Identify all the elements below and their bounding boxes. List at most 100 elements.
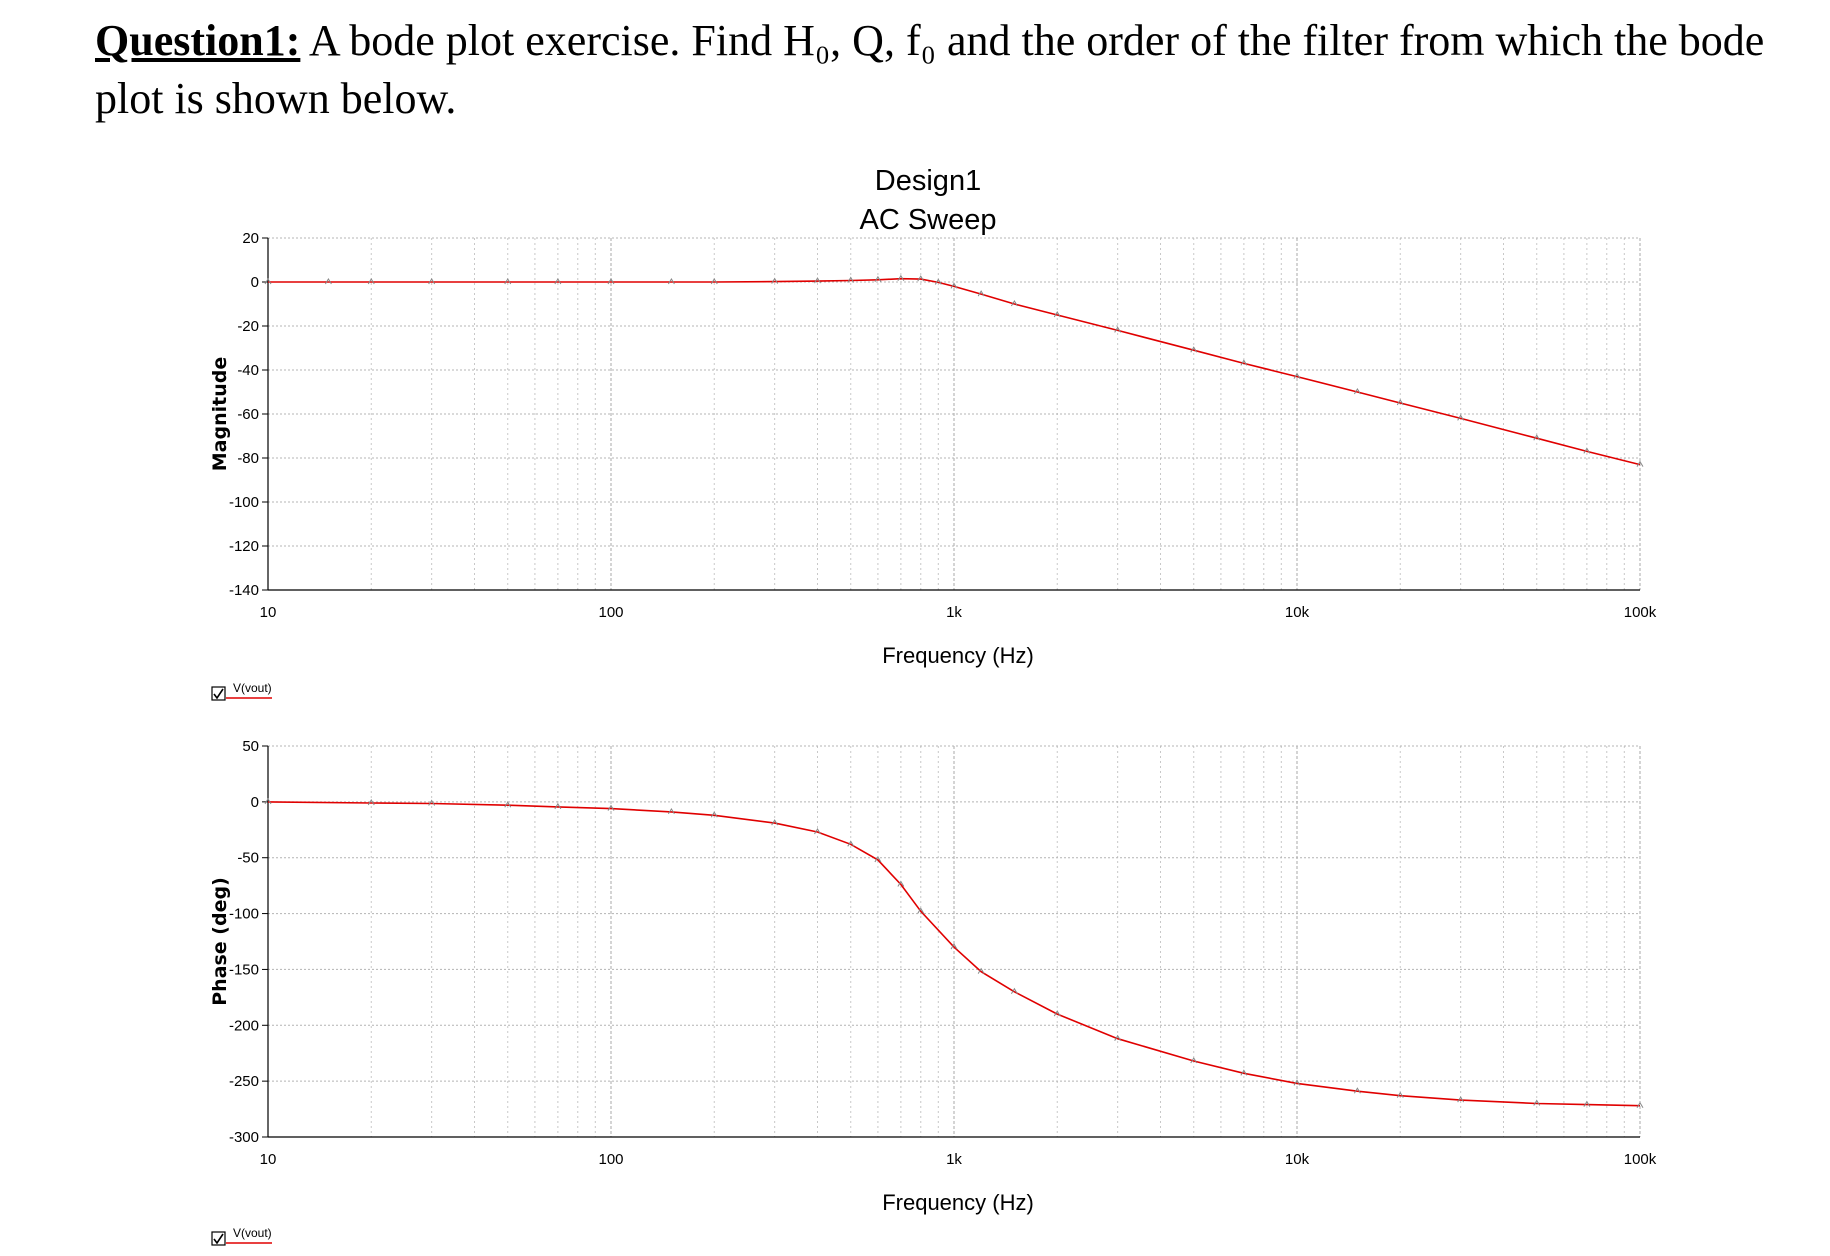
phase-panel: 10 100 1k 10k 100k 50 0 -50 -100 -150 -200 -250 -300… bbox=[209, 738, 1657, 1246]
data-point-marker bbox=[814, 277, 821, 284]
y-tick-label: -100 bbox=[229, 494, 259, 511]
data-point-marker bbox=[710, 811, 718, 818]
data-point-marker bbox=[771, 819, 779, 826]
data-point-marker bbox=[1190, 1057, 1198, 1064]
y-tick-label: -200 bbox=[229, 1017, 259, 1034]
y-tick-label: -100 bbox=[229, 906, 259, 923]
data-point-marker bbox=[1396, 1091, 1404, 1098]
data-point-marker bbox=[1010, 987, 1018, 995]
data-point-marker bbox=[1583, 447, 1591, 454]
data-point-marker bbox=[950, 282, 958, 289]
data-point-marker bbox=[1396, 399, 1404, 406]
x-tick-label: 1k bbox=[946, 604, 962, 621]
series-line bbox=[267, 801, 1641, 1107]
y-tick-label: 50 bbox=[242, 738, 259, 755]
data-point-marker bbox=[1636, 1101, 1644, 1108]
data-point-marker bbox=[1533, 1099, 1541, 1106]
y-tick-label: -50 bbox=[237, 850, 259, 867]
data-point-marker bbox=[1293, 372, 1301, 379]
data-point-marker bbox=[1583, 1100, 1591, 1107]
legend-label: V(vout) bbox=[233, 1226, 272, 1240]
data-point-marker bbox=[1240, 359, 1248, 366]
data-point-marker bbox=[607, 804, 615, 811]
y-tick-label: 0 bbox=[251, 274, 259, 291]
x-axis-label: Frequency (Hz) bbox=[882, 643, 1034, 668]
y-tick-label: -140 bbox=[229, 582, 259, 599]
data-point-marker bbox=[934, 278, 942, 285]
y-tick-label: -300 bbox=[229, 1129, 259, 1146]
data-point-marker bbox=[264, 278, 272, 285]
data-point-marker bbox=[977, 290, 985, 297]
data-point-marker bbox=[771, 277, 779, 284]
x-tick-label: 100 bbox=[598, 1151, 623, 1168]
data-point-marker bbox=[1636, 460, 1644, 467]
x-tick-label: 10 bbox=[260, 1151, 277, 1168]
y-tick-label: -80 bbox=[237, 450, 259, 467]
data-point-marker bbox=[847, 276, 855, 283]
data-point-marker bbox=[1190, 346, 1198, 353]
data-point-marker bbox=[897, 274, 905, 281]
y-tick-label: -250 bbox=[229, 1073, 259, 1090]
question-label: Question1: bbox=[95, 16, 301, 65]
y-tick-label: -120 bbox=[229, 538, 259, 555]
data-point-marker bbox=[1533, 434, 1541, 441]
data-point-marker bbox=[554, 802, 562, 810]
data-point-marker bbox=[367, 799, 375, 806]
y-tick-label: -40 bbox=[237, 362, 259, 379]
x-tick-label: 100 bbox=[598, 604, 623, 621]
data-point-marker bbox=[1053, 311, 1061, 318]
data-point-marker bbox=[367, 278, 375, 285]
data-point-marker bbox=[917, 907, 925, 914]
x-tick-label: 100k bbox=[1624, 604, 1657, 621]
data-point-marker bbox=[1010, 300, 1018, 307]
data-point-marker bbox=[874, 855, 882, 863]
data-point-marker bbox=[1457, 414, 1465, 421]
question-text: Question1: A bode plot exercise. Find H₀… bbox=[95, 12, 1775, 128]
magnitude-panel: 10 100 1k 10k 100k 20 0 -20 -40 -60 -80 -100 -120 -14… bbox=[209, 230, 1657, 701]
data-point-marker bbox=[917, 275, 925, 282]
legend-checkbox[interactable] bbox=[211, 1231, 226, 1246]
data-point-marker bbox=[667, 278, 675, 285]
data-point-marker bbox=[1293, 1079, 1301, 1086]
y-tick-label: -60 bbox=[237, 406, 259, 423]
data-point-marker bbox=[897, 880, 905, 887]
data-point-marker bbox=[1114, 1034, 1122, 1041]
x-tick-label: 1k bbox=[946, 1151, 962, 1168]
y-tick-label: -150 bbox=[229, 961, 259, 978]
legend-checkbox[interactable] bbox=[211, 686, 226, 701]
data-point-marker bbox=[1353, 388, 1361, 395]
data-point-marker bbox=[814, 828, 821, 835]
check-icon bbox=[213, 1233, 224, 1245]
legend-label: V(vout) bbox=[233, 681, 272, 695]
data-point-marker bbox=[950, 943, 958, 950]
x-tick-label: 10k bbox=[1285, 604, 1310, 621]
data-point-marker bbox=[1053, 1010, 1061, 1017]
data-point-marker bbox=[847, 840, 855, 847]
data-point-marker bbox=[977, 967, 985, 974]
y-axis-label: Phase (deg) bbox=[209, 877, 231, 1006]
data-point-marker bbox=[1457, 1096, 1465, 1103]
data-point-marker bbox=[710, 278, 718, 285]
data-point-marker bbox=[607, 278, 615, 285]
data-point-marker bbox=[554, 278, 562, 285]
data-point-marker bbox=[1353, 1087, 1361, 1094]
data-point-marker bbox=[1240, 1069, 1248, 1076]
data-point-marker bbox=[428, 278, 436, 285]
y-tick-label: 20 bbox=[242, 230, 259, 247]
data-point-marker bbox=[428, 799, 436, 806]
data-point-marker bbox=[1114, 326, 1122, 333]
series-line bbox=[268, 277, 1641, 466]
check-icon bbox=[213, 688, 224, 700]
y-tick-label: 0 bbox=[251, 794, 259, 811]
x-tick-label: 10k bbox=[1285, 1151, 1310, 1168]
x-tick-label: 100k bbox=[1624, 1151, 1657, 1168]
y-tick-label: -20 bbox=[237, 318, 259, 335]
question-body: A bode plot exercise. Find H₀, Q, f₀ and… bbox=[95, 16, 1765, 123]
data-point-marker bbox=[324, 278, 332, 285]
data-point-marker bbox=[504, 801, 512, 808]
data-point-marker bbox=[264, 797, 272, 805]
plot-title-line2: AC Sweep bbox=[859, 204, 996, 236]
data-point-marker bbox=[504, 278, 512, 285]
x-tick-label: 10 bbox=[260, 604, 277, 621]
